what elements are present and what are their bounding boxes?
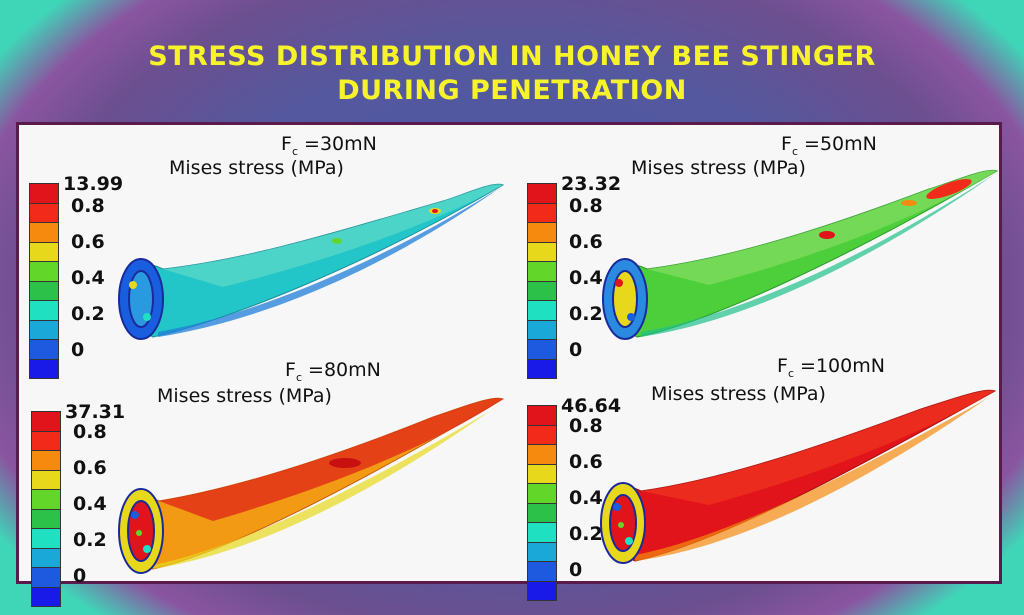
stinger-model — [118, 183, 505, 340]
legend-swatch — [527, 484, 557, 504]
legend-swatch — [31, 509, 61, 529]
legend-swatch — [527, 542, 557, 562]
page-title: STRESS DISTRIBUTION IN HONEY BEE STINGER… — [0, 40, 1024, 108]
legend-swatch — [29, 359, 59, 379]
legend-swatch — [527, 581, 557, 601]
legend-swatch — [527, 223, 557, 243]
legend-max-value: 37.31 — [65, 401, 126, 423]
legend-swatch — [31, 490, 61, 510]
legend-max-value: 23.32 — [561, 173, 622, 195]
legend-tick: 0.6 — [569, 231, 603, 253]
mises-label: Mises stress (MPa) — [169, 157, 344, 179]
color-legend — [29, 183, 59, 379]
legend-swatch — [31, 529, 61, 549]
legend-swatch — [31, 568, 61, 588]
legend-swatch — [29, 262, 59, 282]
legend-swatch — [527, 405, 557, 426]
quadrant-100mn: Fc =100mN Mises stress (MPa) 46.64 0.8 0… — [509, 355, 999, 601]
legend-swatch — [31, 431, 61, 451]
legend-swatch — [527, 301, 557, 321]
color-legend — [527, 405, 557, 601]
legend-tick: 0.6 — [569, 451, 603, 473]
title-line-1: STRESS DISTRIBUTION IN HONEY BEE STINGER — [148, 41, 876, 72]
legend-tick: 0 — [73, 565, 87, 587]
legend-swatch — [29, 223, 59, 243]
legend-swatch — [29, 301, 59, 321]
legend-max-value: 46.64 — [561, 395, 622, 417]
title-line-2: DURING PENETRATION — [337, 75, 687, 106]
legend-swatch — [527, 359, 557, 379]
legend-tick: 0.2 — [569, 303, 603, 325]
legend-tick: 0.6 — [71, 231, 105, 253]
figure-panel: Fc =30mN Mises stress (MPa) 13.99 0.8 0.… — [16, 122, 1002, 607]
legend-max-value: 13.99 — [63, 173, 124, 195]
legend-tick: 0 — [569, 559, 583, 581]
legend-swatch — [527, 503, 557, 523]
legend-tick: 0.2 — [71, 303, 105, 325]
legend-swatch — [31, 451, 61, 471]
legend-tick: 0 — [71, 339, 85, 361]
legend-swatch — [527, 523, 557, 543]
force-label: Fc =80mN — [285, 359, 381, 384]
legend-swatch — [527, 262, 557, 282]
legend-tick: 0.2 — [569, 523, 603, 545]
legend-swatch — [29, 203, 59, 223]
quadrant-30mn: Fc =30mN Mises stress (MPa) 13.99 0.8 0.… — [23, 127, 513, 379]
legend-tick: 0.8 — [569, 415, 603, 437]
legend-swatch — [29, 281, 59, 301]
legend-tick: 0.2 — [73, 529, 107, 551]
legend-swatch — [31, 470, 61, 490]
legend-swatch — [29, 183, 59, 204]
legend-swatch — [527, 562, 557, 582]
color-legend — [527, 183, 557, 379]
legend-tick: 0.8 — [569, 195, 603, 217]
quadrant-50mn: Fc =50mN Mises stress (MPa) 23.32 0.8 0.… — [509, 127, 999, 379]
stinger-model — [118, 397, 505, 574]
force-label: Fc =50mN — [781, 133, 877, 158]
legend-swatch — [527, 340, 557, 360]
legend-swatch — [31, 411, 61, 432]
legend-swatch — [527, 183, 557, 204]
legend-tick: 0.8 — [73, 421, 107, 443]
legend-swatch — [527, 242, 557, 262]
legend-tick: 0.4 — [569, 487, 603, 509]
force-label: Fc =30mN — [281, 133, 377, 158]
legend-tick: 0.4 — [71, 267, 105, 289]
mises-label: Mises stress (MPa) — [631, 157, 806, 179]
stinger-model — [602, 169, 999, 340]
legend-swatch — [31, 587, 61, 607]
legend-swatch — [527, 320, 557, 340]
legend-tick: 0.4 — [73, 493, 107, 515]
legend-swatch — [527, 445, 557, 465]
legend-swatch — [527, 281, 557, 301]
legend-swatch — [527, 464, 557, 484]
legend-swatch — [31, 548, 61, 568]
legend-swatch — [527, 203, 557, 223]
legend-tick: 0 — [569, 339, 583, 361]
stinger-model — [600, 389, 997, 564]
legend-tick: 0.8 — [71, 195, 105, 217]
legend-swatch — [29, 242, 59, 262]
legend-tick: 0.6 — [73, 457, 107, 479]
quadrant-80mn: Fc =80mN Mises stress (MPa) 37.31 0.8 0.… — [23, 355, 513, 607]
legend-swatch — [527, 425, 557, 445]
mises-label: Mises stress (MPa) — [157, 385, 332, 407]
legend-tick: 0.4 — [569, 267, 603, 289]
mises-label: Mises stress (MPa) — [651, 383, 826, 405]
legend-swatch — [29, 320, 59, 340]
legend-swatch — [29, 340, 59, 360]
force-label: Fc =100mN — [777, 355, 885, 380]
color-legend — [31, 411, 61, 607]
